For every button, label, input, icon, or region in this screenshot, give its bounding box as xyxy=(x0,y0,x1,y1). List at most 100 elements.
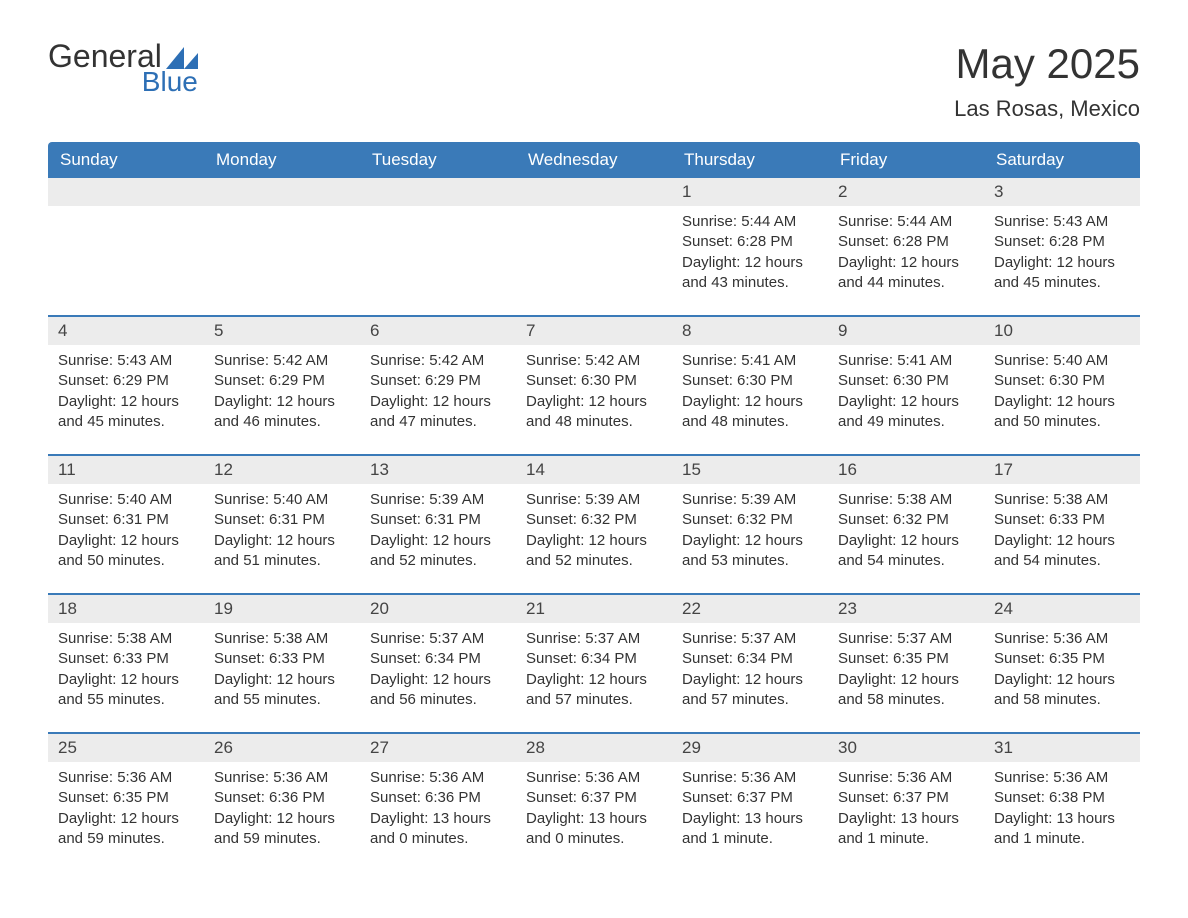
day-number: 20 xyxy=(360,595,516,623)
day-details: Sunrise: 5:40 AMSunset: 6:30 PMDaylight:… xyxy=(984,345,1140,454)
sunset-line: Sunset: 6:31 PM xyxy=(370,510,506,530)
day-details: Sunrise: 5:36 AMSunset: 6:35 PMDaylight:… xyxy=(984,623,1140,732)
sunrise-line: Sunrise: 5:37 AM xyxy=(682,629,818,649)
day-header-row: SundayMondayTuesdayWednesdayThursdayFrid… xyxy=(48,142,1140,178)
day-details: Sunrise: 5:39 AMSunset: 6:32 PMDaylight:… xyxy=(516,484,672,593)
day-details: Sunrise: 5:38 AMSunset: 6:33 PMDaylight:… xyxy=(204,623,360,732)
page-header: General Blue May 2025 Las Rosas, Mexico xyxy=(48,40,1140,122)
day-number xyxy=(48,178,204,206)
day-details: Sunrise: 5:43 AMSunset: 6:28 PMDaylight:… xyxy=(984,206,1140,315)
daylight-line: Daylight: 12 hours and 50 minutes. xyxy=(58,531,194,572)
day-cell: 12Sunrise: 5:40 AMSunset: 6:31 PMDayligh… xyxy=(204,455,360,594)
sunrise-line: Sunrise: 5:38 AM xyxy=(838,490,974,510)
sunrise-line: Sunrise: 5:37 AM xyxy=(838,629,974,649)
day-details: Sunrise: 5:40 AMSunset: 6:31 PMDaylight:… xyxy=(204,484,360,593)
logo-shape-icon xyxy=(166,47,198,69)
day-cell: 19Sunrise: 5:38 AMSunset: 6:33 PMDayligh… xyxy=(204,594,360,733)
calendar-body: 1Sunrise: 5:44 AMSunset: 6:28 PMDaylight… xyxy=(48,178,1140,871)
day-details: Sunrise: 5:36 AMSunset: 6:36 PMDaylight:… xyxy=(204,762,360,871)
daylight-line: Daylight: 12 hours and 51 minutes. xyxy=(214,531,350,572)
daylight-line: Daylight: 13 hours and 1 minute. xyxy=(994,809,1130,850)
day-details: Sunrise: 5:43 AMSunset: 6:29 PMDaylight:… xyxy=(48,345,204,454)
day-cell: 31Sunrise: 5:36 AMSunset: 6:38 PMDayligh… xyxy=(984,733,1140,871)
day-details: Sunrise: 5:36 AMSunset: 6:37 PMDaylight:… xyxy=(828,762,984,871)
day-cell: 14Sunrise: 5:39 AMSunset: 6:32 PMDayligh… xyxy=(516,455,672,594)
day-number: 2 xyxy=(828,178,984,206)
calendar-table: SundayMondayTuesdayWednesdayThursdayFrid… xyxy=(48,142,1140,871)
day-cell: 22Sunrise: 5:37 AMSunset: 6:34 PMDayligh… xyxy=(672,594,828,733)
sunset-line: Sunset: 6:30 PM xyxy=(526,371,662,391)
day-number: 22 xyxy=(672,595,828,623)
week-row: 1Sunrise: 5:44 AMSunset: 6:28 PMDaylight… xyxy=(48,178,1140,316)
week-row: 4Sunrise: 5:43 AMSunset: 6:29 PMDaylight… xyxy=(48,316,1140,455)
day-details: Sunrise: 5:42 AMSunset: 6:29 PMDaylight:… xyxy=(204,345,360,454)
sunrise-line: Sunrise: 5:39 AM xyxy=(370,490,506,510)
day-number: 6 xyxy=(360,317,516,345)
day-cell: 20Sunrise: 5:37 AMSunset: 6:34 PMDayligh… xyxy=(360,594,516,733)
day-cell: 24Sunrise: 5:36 AMSunset: 6:35 PMDayligh… xyxy=(984,594,1140,733)
day-details: Sunrise: 5:36 AMSunset: 6:36 PMDaylight:… xyxy=(360,762,516,871)
logo-text-blue: Blue xyxy=(48,68,198,96)
sunrise-line: Sunrise: 5:36 AM xyxy=(994,768,1130,788)
day-cell: 7Sunrise: 5:42 AMSunset: 6:30 PMDaylight… xyxy=(516,316,672,455)
daylight-line: Daylight: 12 hours and 52 minutes. xyxy=(370,531,506,572)
day-number: 15 xyxy=(672,456,828,484)
sunset-line: Sunset: 6:28 PM xyxy=(838,232,974,252)
day-cell: 10Sunrise: 5:40 AMSunset: 6:30 PMDayligh… xyxy=(984,316,1140,455)
day-cell: 28Sunrise: 5:36 AMSunset: 6:37 PMDayligh… xyxy=(516,733,672,871)
day-header: Monday xyxy=(204,142,360,178)
day-details: Sunrise: 5:38 AMSunset: 6:32 PMDaylight:… xyxy=(828,484,984,593)
day-cell: 8Sunrise: 5:41 AMSunset: 6:30 PMDaylight… xyxy=(672,316,828,455)
day-cell: 16Sunrise: 5:38 AMSunset: 6:32 PMDayligh… xyxy=(828,455,984,594)
daylight-line: Daylight: 13 hours and 0 minutes. xyxy=(370,809,506,850)
sunrise-line: Sunrise: 5:36 AM xyxy=(214,768,350,788)
day-details xyxy=(360,206,516,302)
day-header: Tuesday xyxy=(360,142,516,178)
day-cell xyxy=(516,178,672,316)
day-details: Sunrise: 5:36 AMSunset: 6:38 PMDaylight:… xyxy=(984,762,1140,871)
daylight-line: Daylight: 12 hours and 46 minutes. xyxy=(214,392,350,433)
day-number: 1 xyxy=(672,178,828,206)
calendar-head: SundayMondayTuesdayWednesdayThursdayFrid… xyxy=(48,142,1140,178)
day-details: Sunrise: 5:36 AMSunset: 6:37 PMDaylight:… xyxy=(672,762,828,871)
day-cell: 18Sunrise: 5:38 AMSunset: 6:33 PMDayligh… xyxy=(48,594,204,733)
daylight-line: Daylight: 12 hours and 57 minutes. xyxy=(682,670,818,711)
day-number: 14 xyxy=(516,456,672,484)
sunrise-line: Sunrise: 5:36 AM xyxy=(682,768,818,788)
sunrise-line: Sunrise: 5:41 AM xyxy=(682,351,818,371)
sunset-line: Sunset: 6:34 PM xyxy=(526,649,662,669)
week-row: 25Sunrise: 5:36 AMSunset: 6:35 PMDayligh… xyxy=(48,733,1140,871)
sunset-line: Sunset: 6:30 PM xyxy=(682,371,818,391)
day-header: Wednesday xyxy=(516,142,672,178)
daylight-line: Daylight: 12 hours and 45 minutes. xyxy=(994,253,1130,294)
daylight-line: Daylight: 12 hours and 48 minutes. xyxy=(682,392,818,433)
day-number: 18 xyxy=(48,595,204,623)
sunset-line: Sunset: 6:38 PM xyxy=(994,788,1130,808)
sunrise-line: Sunrise: 5:36 AM xyxy=(526,768,662,788)
day-number: 21 xyxy=(516,595,672,623)
week-row: 11Sunrise: 5:40 AMSunset: 6:31 PMDayligh… xyxy=(48,455,1140,594)
sunrise-line: Sunrise: 5:36 AM xyxy=(994,629,1130,649)
daylight-line: Daylight: 12 hours and 59 minutes. xyxy=(58,809,194,850)
day-number: 5 xyxy=(204,317,360,345)
sunset-line: Sunset: 6:30 PM xyxy=(838,371,974,391)
sunrise-line: Sunrise: 5:43 AM xyxy=(994,212,1130,232)
sunrise-line: Sunrise: 5:39 AM xyxy=(526,490,662,510)
sunset-line: Sunset: 6:35 PM xyxy=(838,649,974,669)
day-details: Sunrise: 5:44 AMSunset: 6:28 PMDaylight:… xyxy=(672,206,828,315)
sunrise-line: Sunrise: 5:40 AM xyxy=(214,490,350,510)
day-number: 9 xyxy=(828,317,984,345)
sunset-line: Sunset: 6:31 PM xyxy=(58,510,194,530)
day-details: Sunrise: 5:39 AMSunset: 6:32 PMDaylight:… xyxy=(672,484,828,593)
sunset-line: Sunset: 6:32 PM xyxy=(526,510,662,530)
sunset-line: Sunset: 6:31 PM xyxy=(214,510,350,530)
day-number: 10 xyxy=(984,317,1140,345)
sunset-line: Sunset: 6:33 PM xyxy=(58,649,194,669)
sunrise-line: Sunrise: 5:36 AM xyxy=(58,768,194,788)
sunrise-line: Sunrise: 5:38 AM xyxy=(214,629,350,649)
day-number: 13 xyxy=(360,456,516,484)
daylight-line: Daylight: 12 hours and 44 minutes. xyxy=(838,253,974,294)
sunrise-line: Sunrise: 5:40 AM xyxy=(994,351,1130,371)
day-number: 7 xyxy=(516,317,672,345)
sunset-line: Sunset: 6:30 PM xyxy=(994,371,1130,391)
